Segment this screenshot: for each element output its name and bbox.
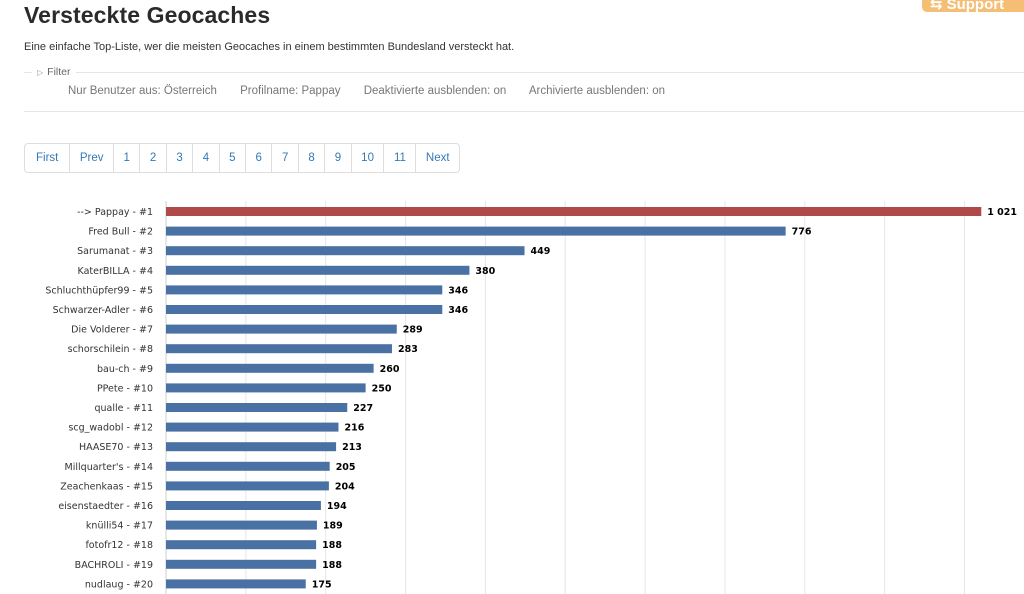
bar[interactable] [166,461,330,471]
bar[interactable] [166,403,348,412]
category-label: BACHROLI - #19 [75,560,153,571]
category-label: Zeachenkaas - #15 [60,481,153,492]
page-8[interactable]: 8 [297,144,324,172]
value-label: 216 [344,423,364,434]
bar[interactable] [166,285,443,295]
bar[interactable] [166,324,397,334]
category-label: nudlaug - #20 [85,579,153,590]
support-button[interactable]: ⇆ Support [922,0,1024,13]
bar[interactable] [166,305,443,314]
value-label: 1 021 [987,207,1017,218]
bar[interactable] [166,246,525,256]
bar[interactable] [166,501,321,510]
bar[interactable] [166,559,317,569]
filter-legend-label: Filter [47,66,71,78]
category-label: HAASE70 - #13 [79,442,153,453]
value-label: 213 [342,442,362,453]
bar-chart: --> Pappay - #1 1 021 Fred Bull - #2 776 Sar… [45,201,1017,594]
filter-country: Nur Benutzer aus: Österreich [68,85,217,97]
pagination: First Prev 1 2 3 4 5 6 7 8 9 10 11 Next [24,143,461,173]
page-title: Versteckte Geocaches [24,2,271,28]
page-5[interactable]: 5 [218,144,245,172]
category-label: Schluchthüpfer99 - #5 [45,285,153,296]
value-label: 260 [380,364,400,375]
value-label: 776 [792,227,812,238]
bar[interactable] [166,481,329,491]
page-4[interactable]: 4 [192,144,218,172]
page-10[interactable]: 10 [350,144,384,172]
bar[interactable] [166,540,317,550]
page-first[interactable]: First [36,152,59,164]
triangle-right-icon: ▷ [37,68,44,77]
value-label: 380 [475,266,495,277]
page-next[interactable]: Next [415,144,459,172]
category-label: PPete - #10 [97,383,153,394]
support-icon: ⇆ [930,0,943,13]
filter-deactivated: Deaktivierte ausblenden: on [363,85,507,97]
value-label: 449 [531,246,551,257]
category-label: scg_wadobl - #12 [68,423,153,434]
value-label: 194 [327,501,347,512]
filter-profile: Profilname: Pappay [240,85,341,97]
category-label: schorschilein - #8 [68,344,153,355]
value-label: 346 [448,305,468,316]
category-label: bau-ch - #9 [97,364,153,375]
support-label: Support [946,0,1005,13]
filter-panel: ▷ Filter Nur Benutzer aus: Österreich Pro… [24,66,1024,112]
bar[interactable] [166,383,366,393]
page-9[interactable]: 9 [324,144,350,172]
bar[interactable] [166,207,982,216]
page-prev[interactable]: Prev [69,144,113,172]
value-label: 204 [335,481,355,492]
category-label: Fred Bull - #2 [88,227,153,238]
category-label: KaterBILLA - #4 [78,266,153,277]
bar[interactable] [166,442,337,452]
bar[interactable] [166,226,786,236]
filter-toggle[interactable]: ▷ Filter [32,66,76,78]
value-label: 346 [448,285,468,296]
value-label: 188 [322,540,342,551]
value-label: 227 [353,403,373,414]
page-1[interactable]: 1 [113,144,139,172]
value-label: 188 [322,560,342,571]
page-2[interactable]: 2 [139,144,165,172]
bar[interactable] [166,363,374,373]
bar[interactable] [166,344,392,354]
category-label: Sarumanat - #3 [77,246,153,257]
value-label: 205 [336,462,356,473]
page-7[interactable]: 7 [271,144,297,172]
bar[interactable] [166,579,306,589]
page-6[interactable]: 6 [245,144,271,172]
value-label: 250 [372,383,392,394]
category-label: knülli54 - #17 [86,521,153,532]
bar[interactable] [166,422,339,432]
bar[interactable] [166,265,470,275]
filter-values: Nur Benutzer aus: Österreich Profilname:… [68,85,685,97]
category-label: Schwarzer-Adler - #6 [53,305,153,316]
category-label: Millquarter's - #14 [65,462,153,473]
category-label: fotofr12 - #18 [85,540,153,551]
page-3[interactable]: 3 [165,144,192,172]
bar[interactable] [166,520,317,530]
page-11[interactable]: 11 [383,144,415,172]
category-label: qualle - #11 [94,403,153,414]
value-label: 283 [398,344,418,355]
category-label: Die Volderer - #7 [71,325,153,336]
value-label: 289 [403,325,423,336]
page-subtitle: Eine einfache Top-Liste, wer die meisten… [24,41,515,53]
filter-archived: Archivierte ausblenden: on [528,85,666,97]
value-label: 175 [312,579,332,590]
category-label: --> Pappay - #1 [77,207,153,218]
category-label: eisenstaedter - #16 [58,501,153,512]
value-label: 189 [323,521,343,532]
